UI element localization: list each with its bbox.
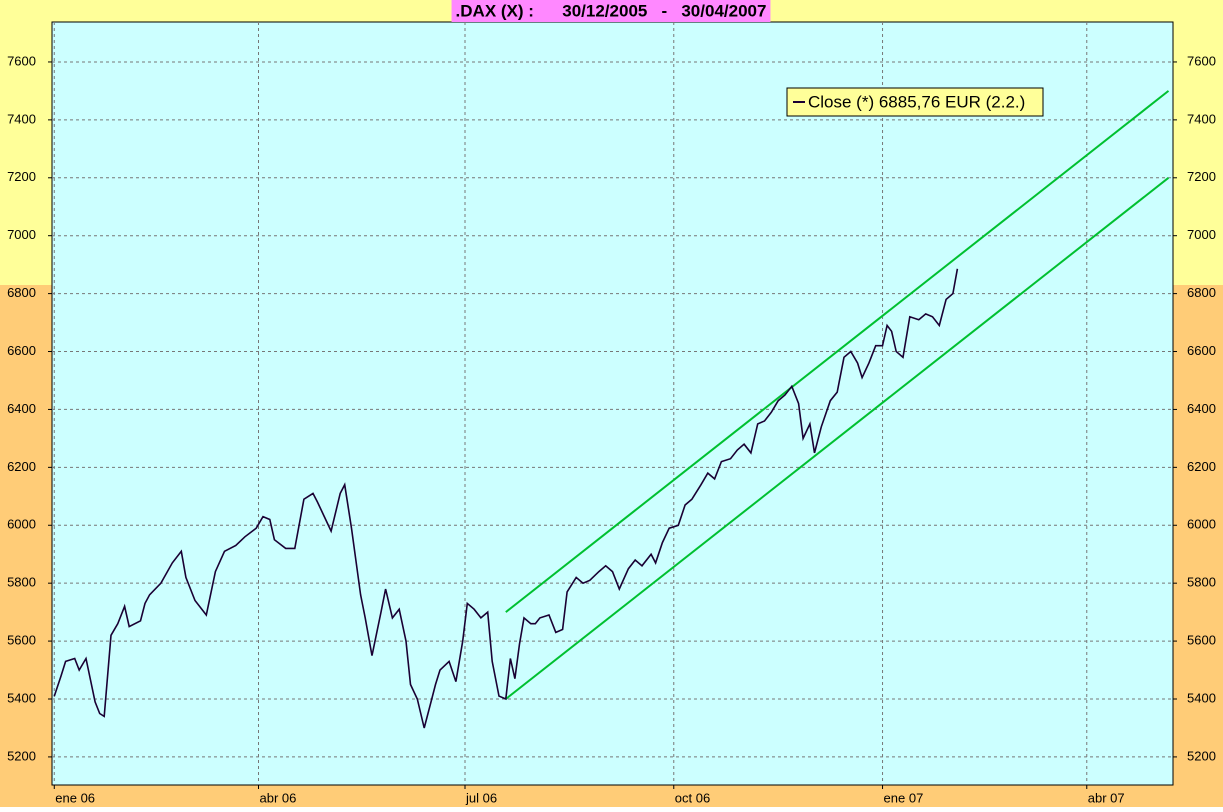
y-tick-label: 5200 (7, 748, 36, 763)
chart-title: .DAX (X) : 30/12/2005 - 30/04/2007 (456, 1, 767, 20)
y-tick-label: 7200 (7, 169, 36, 184)
legend-box (786, 87, 1044, 117)
x-tick-label: ene 06 (55, 790, 95, 805)
y2-tick-label: 5600 (1187, 633, 1216, 648)
y2-tick-label: 6000 (1187, 517, 1216, 532)
y2-tick-label: 7000 (1187, 227, 1216, 242)
y-tick-label: 6000 (7, 517, 36, 532)
y2-tick-label: 6800 (1187, 285, 1216, 300)
y-tick-label: 7400 (7, 111, 36, 126)
y-tick-label: 7600 (7, 53, 36, 68)
y-tick-label: 6400 (7, 401, 36, 416)
x-tick-label: oct 06 (675, 790, 710, 805)
y2-tick-label: 7600 (1187, 53, 1216, 68)
y2-tick-label: 7400 (1187, 111, 1216, 126)
y-tick-label: 6200 (7, 459, 36, 474)
y2-tick-label: 6400 (1187, 401, 1216, 416)
trend-line (505, 177, 1170, 700)
price-line (53, 268, 959, 729)
y2-tick-label: 5800 (1187, 575, 1216, 590)
y2-tick-label: 7200 (1187, 169, 1216, 184)
y-tick-label: 6600 (7, 343, 36, 358)
y-tick-label: 5600 (7, 633, 36, 648)
y-tick-label: 6800 (7, 285, 36, 300)
y-tick-label: 7000 (7, 227, 36, 242)
y2-tick-label: 6600 (1187, 343, 1216, 358)
y2-tick-label: 5200 (1187, 748, 1216, 763)
legend-label: Close (*) 6885,76 EUR (2.2.) (808, 92, 1025, 111)
y-tick-label: 5800 (7, 575, 36, 590)
y2-tick-label: 5400 (1187, 690, 1216, 705)
y2-tick-label: 6200 (1187, 459, 1216, 474)
title-box (451, 0, 771, 22)
trend-line (505, 90, 1170, 613)
x-tick-label: jul 06 (465, 790, 497, 805)
plot-area (51, 21, 1174, 786)
x-tick-label: abr 06 (260, 790, 297, 805)
y-tick-label: 5400 (7, 690, 36, 705)
x-tick-label: abr 07 (1088, 790, 1125, 805)
x-tick-label: ene 07 (884, 790, 924, 805)
